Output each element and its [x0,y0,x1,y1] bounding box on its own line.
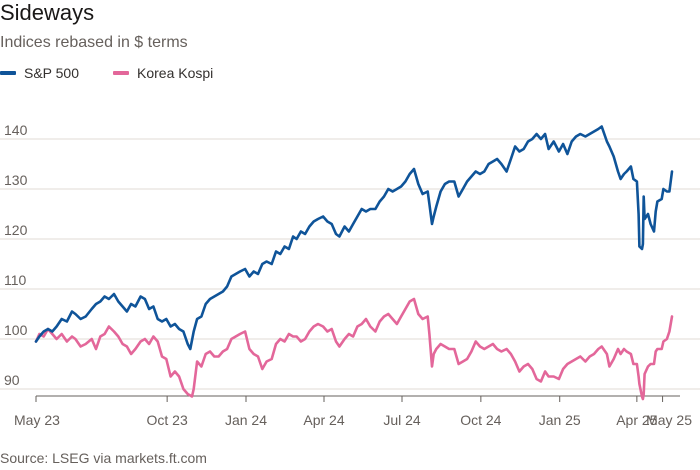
x-tick-label: Oct 23 [147,412,188,428]
x-tick-label: May 25 [646,412,692,428]
y-tick-label: 120 [4,222,28,238]
legend-label-kospi: Korea Kospi [137,65,214,81]
series-line-sp500 [34,125,674,351]
source-note: Source: LSEG via markets.ft.com [0,450,207,466]
y-tick-label: 90 [4,372,20,388]
y-tick-label: 130 [4,172,28,188]
legend-swatch-sp500 [0,71,16,75]
chart-subtitle: Indices rebased in $ terms [0,34,188,51]
series-line-kospi [34,297,674,401]
y-tick-label: 110 [4,272,27,288]
x-tick-label: Oct 24 [460,412,501,428]
x-tick-label: Jan 24 [225,412,267,428]
x-tick-label: Jul 24 [383,412,421,428]
legend: S&P 500 Korea Kospi [0,64,247,82]
x-tick-label: Jan 25 [539,412,581,428]
legend-item-kospi: Korea Kospi [113,64,213,82]
x-tick-label: Apr 24 [303,412,344,428]
y-tick-label: 100 [4,322,28,338]
x-tick-label: May 23 [14,412,60,428]
line-chart: 90 100 110 120 130 140 May 23 Oct 23 Jan 24 Apr 2… [0,122,700,428]
legend-label-sp500: S&P 500 [24,65,80,81]
legend-item-sp500: S&P 500 [0,64,79,82]
legend-swatch-kospi [113,71,130,75]
y-tick-label: 140 [4,122,28,138]
chart-title: Sideways [0,0,95,25]
x-tick-label: Apr 25 [616,412,657,428]
